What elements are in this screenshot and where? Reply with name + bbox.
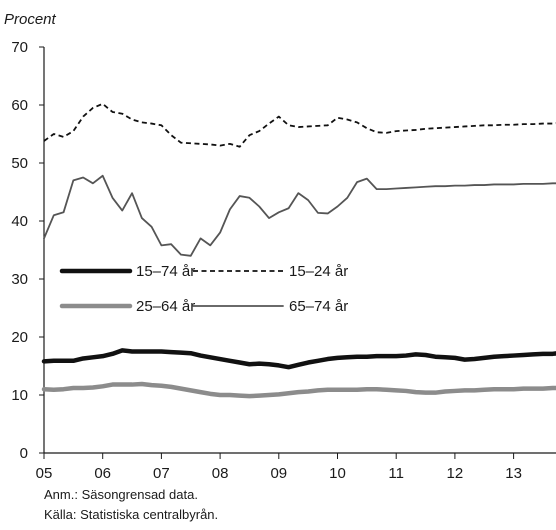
series-line-2 (43, 102, 556, 148)
axes (43, 47, 556, 454)
series-line-4 (43, 174, 556, 257)
legend-label-4: 65–74 år (289, 298, 348, 315)
y-tick-labels: 0 10 20 30 40 50 60 70 (11, 39, 44, 462)
x-tick-label: 11 (388, 465, 404, 482)
x-tick-label: 13 (505, 465, 522, 482)
series-line-3 (41, 381, 556, 399)
y-tick-label: 40 (11, 213, 28, 230)
x-tick-label: 06 (94, 465, 111, 482)
y-tick-label: 30 (11, 271, 28, 288)
legend: 15–74 år 15–24 år 25–64 år 65–74 år (59, 263, 348, 315)
x-tick-labels: 05 06 07 08 09 10 11 12 13 (36, 453, 522, 482)
legend-label-3: 25–64 år (136, 298, 195, 315)
y-tick-label: 50 (11, 155, 28, 172)
y-tick-label: 0 (20, 445, 28, 462)
series-lines (41, 102, 556, 399)
series-line-1 (41, 348, 556, 370)
x-tick-label: 07 (153, 465, 170, 482)
y-tick-label: 70 (11, 39, 28, 56)
x-tick-label: 12 (447, 465, 464, 482)
y-tick-label: 20 (11, 329, 28, 346)
y-tick-label: 60 (11, 97, 28, 114)
y-axis-unit-label: Procent (4, 11, 57, 28)
x-tick-label: 10 (329, 465, 346, 482)
x-tick-label: 05 (36, 465, 53, 482)
x-tick-label: 08 (212, 465, 229, 482)
legend-label-2: 15–24 år (289, 263, 348, 280)
footnote-source: Källa: Statistiska centralbyrån. (44, 507, 219, 522)
footnote-anm: Anm.: Säsongrensad data. (44, 487, 198, 502)
x-tick-label: 09 (270, 465, 287, 482)
y-tick-label: 10 (11, 387, 28, 404)
legend-label-1: 15–74 år (136, 263, 195, 280)
